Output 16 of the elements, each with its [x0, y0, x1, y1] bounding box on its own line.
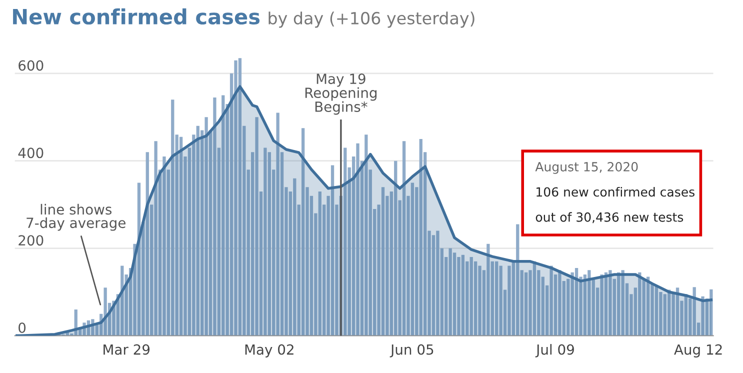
- annotation: line shows 7-day average: [26, 204, 126, 231]
- x-tick-label: Jun 05: [390, 344, 434, 358]
- x-tick-label: Mar 29: [104, 344, 150, 355]
- x-tick-label: Aug 12: [674, 344, 722, 358]
- annotation: August 15, 2020: [535, 162, 638, 174]
- annotation: 106 new confirmed cases: [536, 186, 694, 197]
- y-tick-label: 0: [18, 322, 26, 334]
- ref-line-label: May 19 Reopening Begins*: [305, 74, 377, 115]
- chart-subtitle: by day (+106 yesterday): [268, 12, 474, 28]
- y-tick-label: 200: [18, 235, 44, 246]
- annotation: out of 30,436 new tests: [536, 212, 684, 224]
- y-tick-label: 400: [18, 148, 44, 158]
- chart-title: New confirmed cases: [13, 8, 260, 25]
- y-tick-label: 600: [18, 60, 44, 71]
- x-tick-label: May 02: [245, 344, 294, 358]
- x-tick-label: Jul 09: [535, 344, 574, 358]
